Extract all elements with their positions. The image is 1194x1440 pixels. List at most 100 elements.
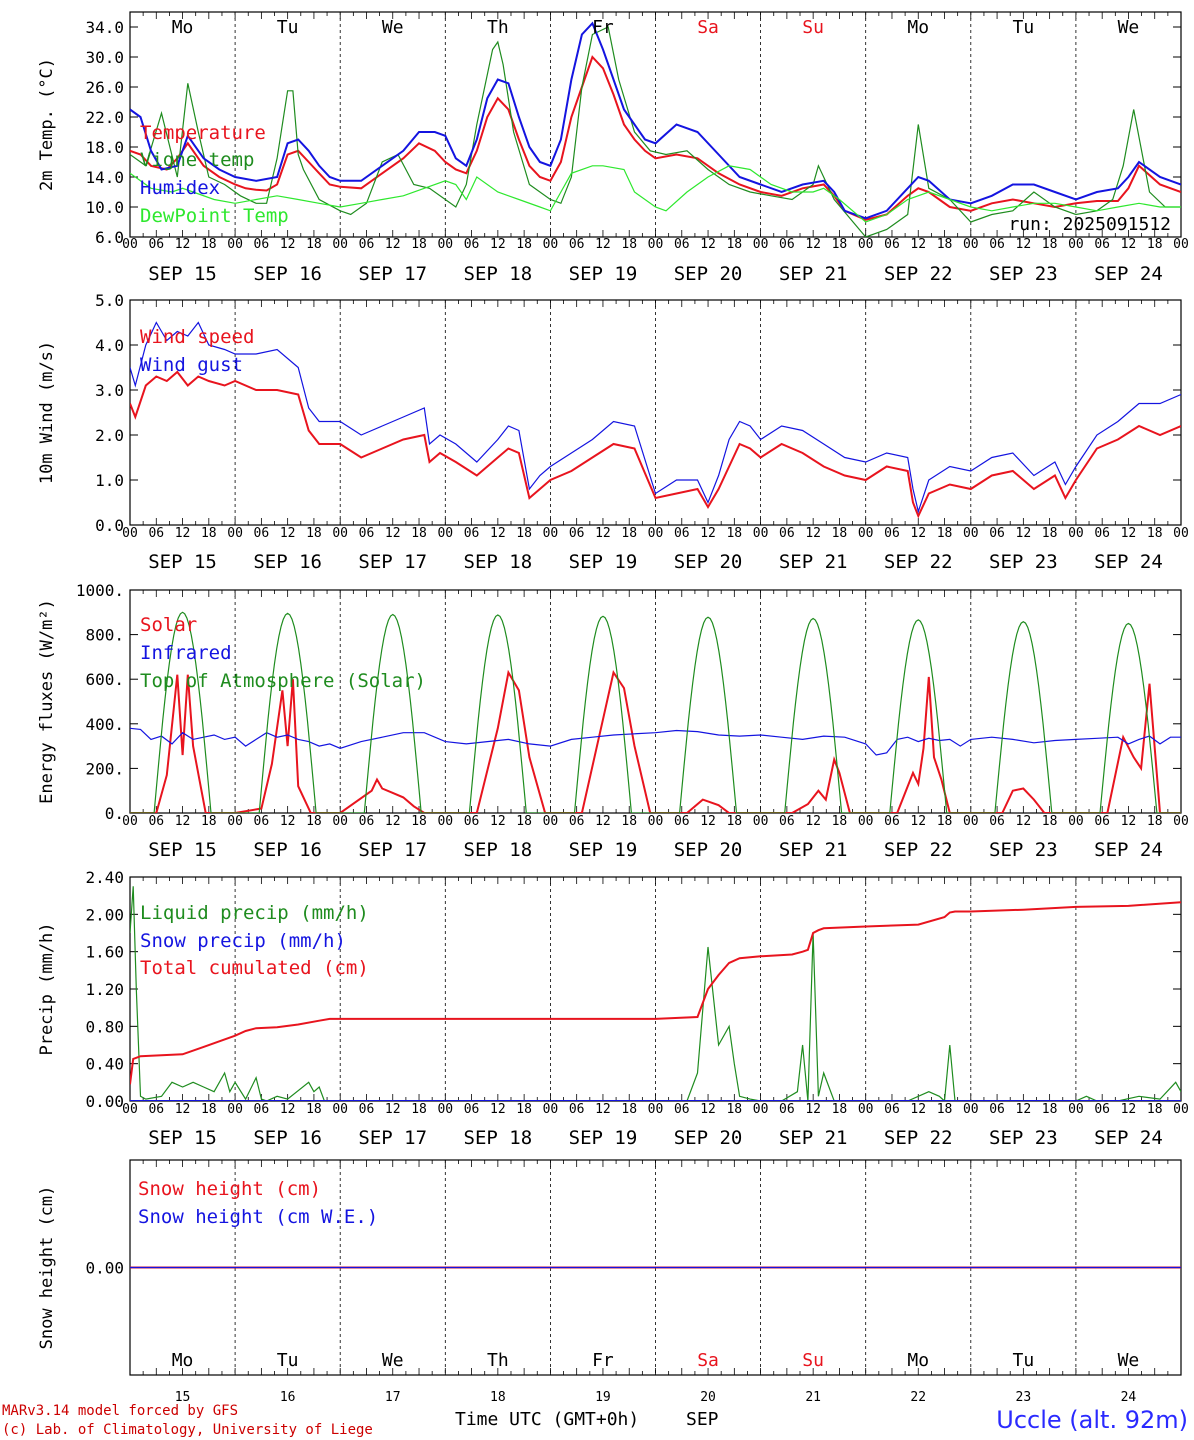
hour-label: 18: [726, 237, 742, 252]
date-label: SEP 18: [464, 551, 533, 573]
hour-label: 18: [832, 237, 848, 252]
hour-label: 06: [1094, 814, 1110, 829]
y-tick-label: 1.0: [95, 471, 124, 490]
hour-label: 18: [937, 1102, 953, 1117]
hour-label: 12: [805, 1102, 821, 1117]
hour-label: 06: [359, 1102, 375, 1117]
day-name: Tu: [1013, 17, 1035, 38]
hour-label: 00: [753, 237, 769, 252]
hour-label: 18: [306, 814, 322, 829]
hour-label: 12: [385, 526, 401, 541]
hour-label: 00: [1173, 1102, 1189, 1117]
series-line-infrared: [130, 727, 1181, 756]
hour-label: 06: [569, 526, 585, 541]
panel-1: 6.0 10.0 14.0 18.0 22.0 26.0 30.0 34.0 2m Temp. …: [37, 11, 1189, 285]
series-line-wind-speed: [130, 370, 1181, 519]
hour-label: 12: [910, 1102, 926, 1117]
hour-label: 18: [1147, 237, 1163, 252]
hour-label: 06: [359, 814, 375, 829]
hour-label: 12: [1121, 526, 1137, 541]
y-tick-label: 0.0: [95, 516, 124, 535]
date-label: SEP 21: [779, 263, 848, 285]
legend-entry: Snow precip (mm/h): [140, 930, 346, 952]
panel-2: 0.0 1.0 2.0 3.0 4.0 5.0 10m Wind (m/s) 00 06 12 18…: [37, 291, 1189, 573]
hour-label: 00: [227, 1102, 243, 1117]
hour-label: 00: [858, 814, 874, 829]
hour-label: 12: [910, 814, 926, 829]
hour-label: 00: [963, 526, 979, 541]
hour-label: 18: [937, 237, 953, 252]
hour-label: 00: [227, 526, 243, 541]
hour-label: 00: [437, 526, 453, 541]
hour-label: 18: [937, 814, 953, 829]
y-tick-label: 14.0: [85, 168, 124, 187]
y-tick-label: 1.60: [85, 943, 124, 962]
y-axis-label: Snow height (cm): [37, 1186, 57, 1350]
legend-entry: Total cumulated (cm): [140, 957, 369, 979]
y-tick-label: 10.0: [85, 198, 124, 217]
y-tick-label: 5.0: [95, 291, 124, 310]
series-line-top-of-atmosphere-solar-: [130, 611, 1181, 813]
y-tick-label: 400.: [85, 715, 124, 734]
hour-label: 18: [306, 1102, 322, 1117]
y-tick-label: 18.0: [85, 138, 124, 157]
date-label: SEP 22: [884, 839, 953, 861]
day-name: Mo: [907, 1350, 929, 1371]
hour-label: 18: [832, 526, 848, 541]
hour-label: 06: [148, 237, 164, 252]
hour-label: 12: [1016, 526, 1032, 541]
hour-label: 18: [411, 526, 427, 541]
hour-label: 12: [595, 526, 611, 541]
hour-label: 06: [674, 814, 690, 829]
hour-label: 06: [254, 814, 270, 829]
date-label: SEP 17: [358, 551, 427, 573]
hour-label: 00: [122, 237, 138, 252]
day-number: 18: [490, 1390, 506, 1405]
hour-label: 00: [543, 237, 559, 252]
day-name: Sa: [697, 17, 719, 38]
hour-label: 18: [516, 1102, 532, 1117]
y-tick-label: 34.0: [85, 18, 124, 37]
hour-label: 18: [726, 526, 742, 541]
hour-label: 18: [832, 814, 848, 829]
hour-label: 00: [753, 526, 769, 541]
series-line-temperature: [130, 55, 1181, 221]
hour-label: 12: [700, 814, 716, 829]
hour-label: 00: [963, 237, 979, 252]
day-name: Su: [802, 17, 824, 38]
hour-label: 06: [148, 526, 164, 541]
hour-label: 00: [1068, 237, 1084, 252]
hour-label: 06: [464, 526, 480, 541]
date-label: SEP 15: [148, 1127, 217, 1149]
hour-label: 12: [595, 1102, 611, 1117]
hour-label: 12: [910, 237, 926, 252]
hour-label: 06: [989, 1102, 1005, 1117]
hour-label: 06: [779, 1102, 795, 1117]
day-name: We: [382, 1350, 404, 1371]
y-tick-label: 600.: [85, 670, 124, 689]
y-axis-label: 2m Temp. (°C): [37, 58, 57, 191]
hour-label: 06: [779, 237, 795, 252]
lab-credit: (c) Lab. of Climatology, University of L…: [2, 1422, 373, 1438]
hour-label: 00: [437, 814, 453, 829]
hour-label: 18: [201, 237, 217, 252]
hour-label: 06: [359, 237, 375, 252]
day-name: We: [1118, 1350, 1140, 1371]
hour-label: 06: [884, 814, 900, 829]
date-label: SEP 23: [989, 1127, 1058, 1149]
series-line-wind-gust: [130, 321, 1181, 514]
day-name: We: [382, 17, 404, 38]
hour-label: 00: [753, 1102, 769, 1117]
run-label: run: 2025091512: [1008, 214, 1171, 235]
day-number: 15: [175, 1390, 191, 1405]
date-label: SEP 22: [884, 551, 953, 573]
hour-label: 06: [1094, 1102, 1110, 1117]
date-label: SEP 20: [674, 551, 743, 573]
hour-label: 00: [858, 237, 874, 252]
date-label: SEP 18: [464, 839, 533, 861]
legend-entry: Liquid precip (mm/h): [140, 902, 369, 924]
series-layer: [130, 886, 1181, 1101]
date-label: SEP 24: [1094, 263, 1163, 285]
hour-label: 18: [201, 1102, 217, 1117]
hour-label: 18: [621, 1102, 637, 1117]
